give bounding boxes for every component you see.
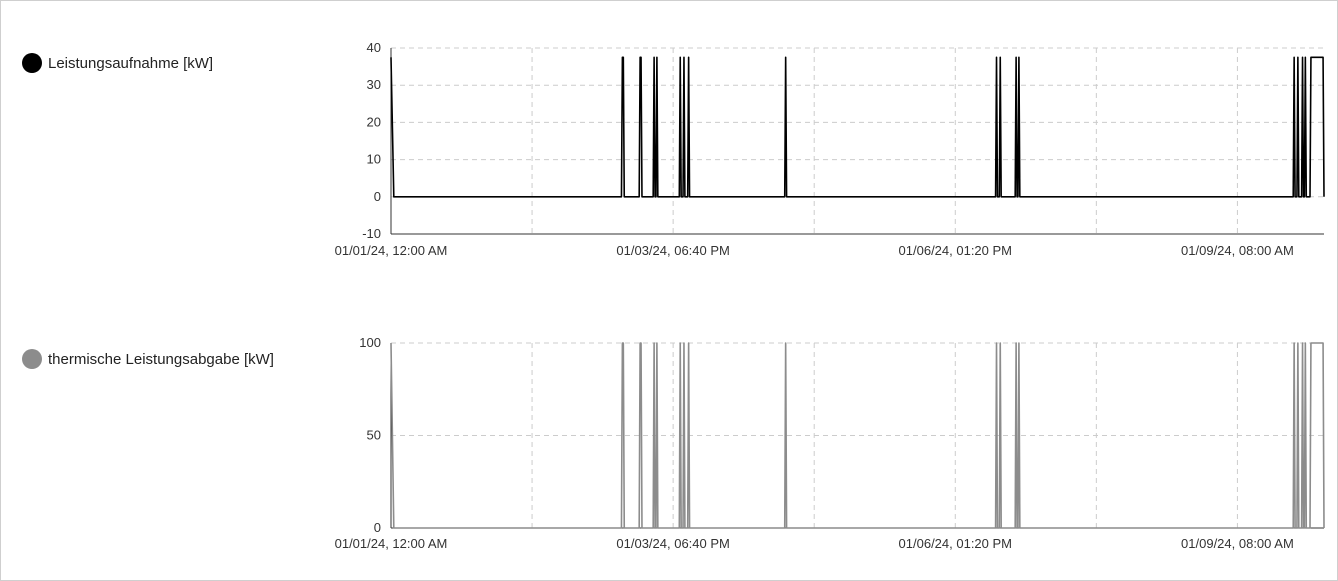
legend-marker-power-input	[22, 53, 42, 73]
x-tick-label: 01/03/24, 06:40 PM	[616, 536, 729, 551]
x-tick-label: 01/01/24, 12:00 AM	[335, 243, 448, 258]
x-tick-label: 01/06/24, 01:20 PM	[899, 536, 1012, 551]
series-line-thermal-output	[390, 342, 1325, 529]
legend-marker-thermal-output	[22, 349, 42, 369]
legend-label-power-input: Leistungsaufnahme [kW]	[48, 54, 214, 72]
x-tick-label: 01/01/24, 12:00 AM	[335, 536, 448, 551]
x-tick-label: 01/09/24, 08:00 AM	[1181, 243, 1294, 258]
y-tick-label: 30	[367, 77, 381, 92]
y-tick-label: 40	[367, 40, 381, 55]
y-tick-label: -10	[362, 226, 381, 241]
x-tick-label: 01/03/24, 06:40 PM	[616, 243, 729, 258]
legend-thermal-output: thermische Leistungsabgabe [kW]	[22, 349, 274, 369]
y-tick-label: 0	[374, 189, 381, 204]
y-tick-label: 10	[367, 152, 381, 167]
x-tick-label: 01/06/24, 01:20 PM	[899, 243, 1012, 258]
legend-power-input: Leistungsaufnahme [kW]	[22, 53, 213, 73]
y-tick-label: 20	[367, 114, 381, 129]
y-tick-label: 0	[374, 520, 381, 535]
y-tick-label: 100	[359, 335, 381, 350]
y-tick-label: 50	[367, 428, 381, 443]
legend-label-thermal-output: thermische Leistungsabgabe [kW]	[48, 350, 274, 368]
x-tick-label: 01/09/24, 08:00 AM	[1181, 536, 1294, 551]
series-line-power-input	[390, 56, 1325, 198]
